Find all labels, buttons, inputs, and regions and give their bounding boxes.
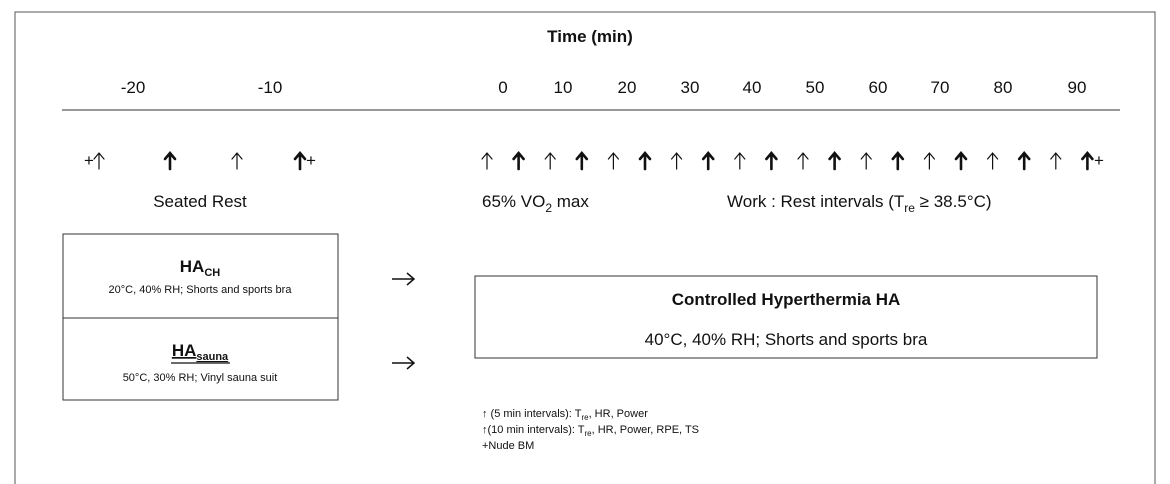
arrow-thin xyxy=(734,152,746,170)
arrow-bold xyxy=(1081,150,1094,171)
arrow-bold xyxy=(575,150,589,171)
main-box-title: Controlled Hyperthermia HA xyxy=(672,290,901,309)
arrow-bold xyxy=(701,150,715,171)
arrow-bold xyxy=(163,150,177,171)
text: ↑ (5 min intervals): T xyxy=(482,408,582,420)
tick-label: 20 xyxy=(618,78,637,97)
subscript: 2 xyxy=(545,201,552,215)
protocol-conditions: 20°C, 40% RH; Shorts and sports bra xyxy=(109,284,293,296)
arrow-thin xyxy=(231,152,243,170)
tick-label: -10 xyxy=(258,78,283,97)
arrow-bold xyxy=(891,150,905,171)
arrow-thin xyxy=(481,152,493,170)
arrow-bold xyxy=(765,150,778,171)
arrow-thin xyxy=(544,152,556,170)
arrow-bold xyxy=(954,150,968,171)
main-box-conditions: 40°C, 40% RH; Shorts and sports bra xyxy=(645,330,928,349)
main-box xyxy=(474,275,1098,359)
tick-label: 50 xyxy=(806,78,825,97)
text: , HR, Power, RPE, TS xyxy=(592,424,699,436)
rest-label: Seated Rest xyxy=(153,192,247,211)
arrow-thin xyxy=(1050,152,1062,170)
legend-entry: ↑(10 min intervals): Tre, HR, Power, RPE… xyxy=(482,424,699,438)
arrow-bold xyxy=(828,150,841,171)
arrow-thin xyxy=(93,152,105,170)
text: HA xyxy=(180,257,205,276)
subscript: re xyxy=(581,413,589,422)
text: 65% VO xyxy=(482,192,545,211)
protocol-conditions: 50°C, 30% RH; Vinyl sauna suit xyxy=(123,372,278,384)
arrow-bold xyxy=(293,150,307,171)
nude-bm-marker: + xyxy=(306,151,316,170)
tick-label: 0 xyxy=(498,78,507,97)
tick-label: 10 xyxy=(554,78,573,97)
nude-bm-marker: + xyxy=(1094,151,1104,170)
intervals-label: Work : Rest intervals (Tre ≥ 38.5°C) xyxy=(727,192,992,215)
flow-arrow xyxy=(392,356,416,370)
tick-label: 40 xyxy=(743,78,762,97)
protocol-name: HAsauna xyxy=(172,341,229,363)
text: ↑(10 min intervals): T xyxy=(482,424,585,436)
tick-label: 30 xyxy=(681,78,700,97)
text: , HR, Power xyxy=(589,408,649,420)
text: Work : Rest intervals (T xyxy=(727,192,904,211)
arrow-thin xyxy=(987,152,999,170)
tick-label: 80 xyxy=(994,78,1013,97)
subscript: CH xyxy=(204,267,220,279)
tick-label: 70 xyxy=(931,78,950,97)
tick-label: 90 xyxy=(1068,78,1087,97)
arrow-bold xyxy=(1017,150,1031,171)
arrow-thin xyxy=(860,152,872,170)
text: max xyxy=(552,192,589,211)
legend-entry: ↑ (5 min intervals): Tre, HR, Power xyxy=(482,408,648,422)
protocol-box xyxy=(62,233,339,319)
text: ≥ 38.5°C) xyxy=(915,192,992,211)
frame xyxy=(14,11,1156,484)
legend-entry: +Nude BM xyxy=(482,440,534,452)
tick-label: 60 xyxy=(869,78,888,97)
arrow-thin xyxy=(797,152,809,170)
text: HA xyxy=(172,341,197,360)
axis-title: Time (min) xyxy=(547,27,633,46)
arrow-bold xyxy=(638,150,652,171)
tick-label: -20 xyxy=(121,78,146,97)
subscript: re xyxy=(585,429,593,438)
protocol-name: HACH xyxy=(180,257,221,279)
flow-arrow xyxy=(392,272,416,286)
exercise-label: 65% VO2 max xyxy=(482,192,589,215)
arrow-thin xyxy=(671,152,683,170)
arrow-bold xyxy=(512,150,525,171)
subscript: sauna xyxy=(196,351,229,363)
arrow-thin xyxy=(923,152,935,170)
nude-bm-marker: + xyxy=(84,151,94,170)
arrow-thin xyxy=(607,152,619,170)
protocol-box xyxy=(62,317,339,401)
subscript: re xyxy=(904,201,915,215)
